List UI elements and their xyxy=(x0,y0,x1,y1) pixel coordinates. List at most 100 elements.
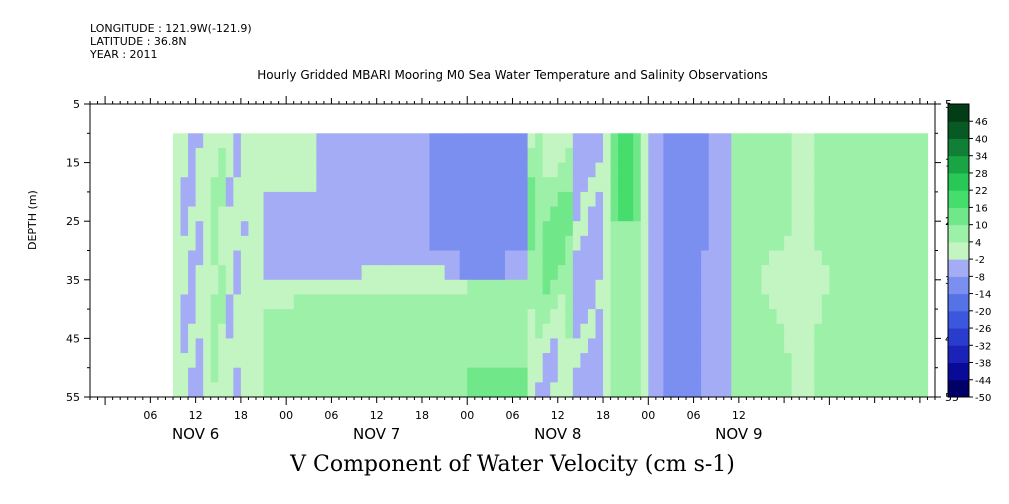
heatmap-cell xyxy=(640,294,649,310)
heatmap-cell xyxy=(919,191,929,208)
heatmap-cell xyxy=(595,294,604,310)
heatmap-cell xyxy=(738,265,747,281)
heatmap-cell xyxy=(437,265,446,281)
heatmap-cell xyxy=(308,279,317,296)
heatmap-cell xyxy=(361,338,370,354)
heatmap-cell xyxy=(437,250,446,266)
heatmap-cell xyxy=(701,206,710,222)
heatmap-cell xyxy=(625,338,634,354)
heatmap-cell xyxy=(625,323,634,339)
heatmap-cell xyxy=(248,177,257,193)
heatmap-cell xyxy=(331,265,340,281)
heatmap-cell xyxy=(482,353,491,369)
heatmap-cell xyxy=(814,309,823,325)
heatmap-cell xyxy=(399,162,408,178)
heatmap-cell xyxy=(293,221,302,237)
heatmap-cell xyxy=(572,382,581,398)
heatmap-cell xyxy=(301,177,310,193)
heatmap-cell xyxy=(263,162,272,178)
heatmap-cell xyxy=(753,162,763,178)
heatmap-cell xyxy=(180,206,189,222)
heatmap-cell xyxy=(686,250,695,266)
heatmap-cell xyxy=(414,323,423,339)
heatmap-cell xyxy=(595,235,604,252)
heatmap-cell xyxy=(806,250,815,266)
heatmap-cell xyxy=(210,279,219,296)
heatmap-cell xyxy=(610,265,619,281)
heatmap-cell xyxy=(210,235,219,252)
heatmap-cell xyxy=(293,265,302,281)
heatmap-cell xyxy=(369,367,378,383)
heatmap-cell xyxy=(565,177,574,193)
heatmap-cell xyxy=(686,221,695,237)
heatmap-cell xyxy=(686,353,695,369)
heatmap-cell xyxy=(354,309,363,325)
heatmap-cell xyxy=(188,250,197,266)
heatmap-cell xyxy=(882,191,891,208)
heatmap-cell xyxy=(557,353,566,369)
heatmap-cell xyxy=(867,338,876,354)
heatmap-cell xyxy=(225,191,234,208)
heatmap-cell xyxy=(467,323,476,339)
heatmap-cell xyxy=(565,309,574,325)
heatmap-cell xyxy=(482,265,491,281)
heatmap-cell xyxy=(550,250,559,266)
heatmap-cell xyxy=(527,147,536,164)
heatmap-cell xyxy=(874,279,883,296)
heatmap-cell xyxy=(437,191,446,208)
heatmap-cell xyxy=(467,338,476,354)
heatmap-cell xyxy=(384,265,393,281)
heatmap-cell xyxy=(625,265,634,281)
heatmap-cell xyxy=(391,323,400,339)
heatmap-cell xyxy=(919,177,929,193)
heatmap-cell xyxy=(286,162,295,178)
heatmap-cell xyxy=(738,206,747,222)
heatmap-cell xyxy=(391,177,400,193)
heatmap-cell xyxy=(391,235,400,252)
heatmap-cell xyxy=(497,323,506,339)
heatmap-cell xyxy=(421,279,431,296)
heatmap-cell xyxy=(618,133,627,149)
heatmap-cell xyxy=(565,294,574,310)
heatmap-cell xyxy=(437,235,446,252)
heatmap-cell xyxy=(572,191,581,208)
heatmap-cell xyxy=(791,133,800,149)
heatmap-cell xyxy=(708,147,717,164)
heatmap-cell xyxy=(248,294,257,310)
heatmap-cell xyxy=(836,133,846,149)
heatmap-cell xyxy=(670,235,680,252)
heatmap-cell xyxy=(844,279,853,296)
heatmap-cell xyxy=(406,147,416,164)
heatmap-cell xyxy=(587,191,597,208)
heatmap-cell xyxy=(444,323,453,339)
heatmap-cell xyxy=(814,177,823,193)
heatmap-cell xyxy=(323,309,333,325)
heatmap-cell xyxy=(655,235,664,252)
heatmap-cell xyxy=(452,162,461,178)
heatmap-cell xyxy=(625,191,634,208)
heatmap-cell xyxy=(437,206,446,222)
heatmap-cell xyxy=(550,367,559,383)
heatmap-cell xyxy=(489,353,499,369)
heatmap-cell xyxy=(489,250,499,266)
heatmap-cell xyxy=(520,162,529,178)
heatmap-cell xyxy=(693,177,702,193)
heatmap-cell xyxy=(527,265,536,281)
heatmap-cell xyxy=(610,250,619,266)
heatmap-cell xyxy=(708,279,717,296)
heatmap-cell xyxy=(452,382,461,398)
heatmap-cell xyxy=(655,367,664,383)
heatmap-cell xyxy=(233,177,242,193)
heatmap-cell xyxy=(572,133,581,149)
heatmap-cell xyxy=(429,323,438,339)
heatmap-cell xyxy=(437,294,446,310)
heatmap-cell xyxy=(346,221,355,237)
day-label: NOV 9 xyxy=(715,425,762,443)
heatmap-cell xyxy=(497,235,506,252)
heatmap-cell xyxy=(195,206,204,222)
heatmap-cell xyxy=(919,294,929,310)
heatmap-cell xyxy=(738,250,747,266)
x-tick-label: 00 xyxy=(460,409,474,422)
heatmap-cell xyxy=(867,367,876,383)
heatmap-cell xyxy=(603,367,612,383)
